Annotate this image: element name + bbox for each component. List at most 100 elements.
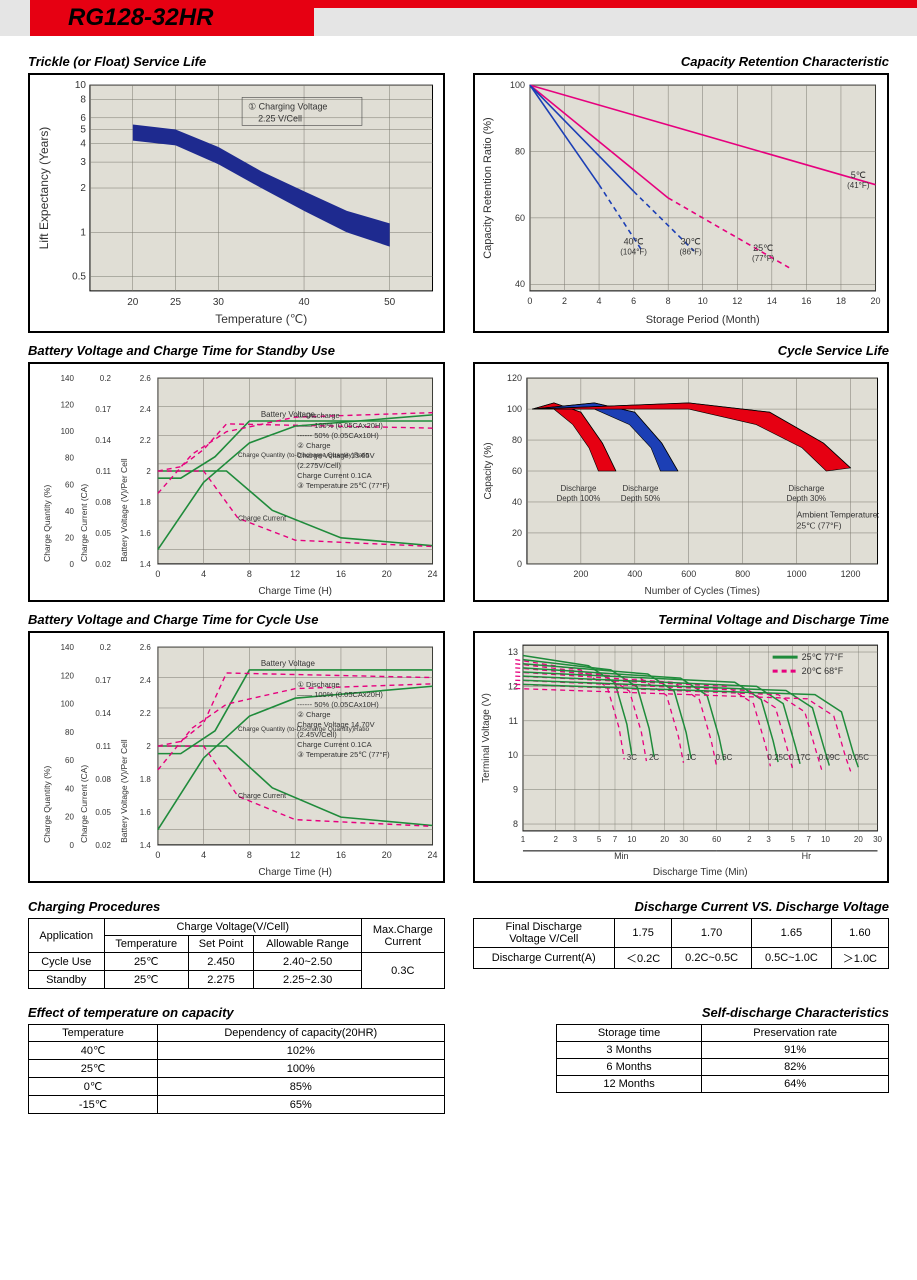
svg-text:20: 20 (511, 528, 521, 538)
standby-chart: 04812162024020406080100120140Charge Quan… (28, 362, 445, 602)
svg-text:1000: 1000 (786, 569, 806, 579)
svg-text:8: 8 (247, 569, 252, 579)
svg-text:2: 2 (146, 742, 151, 751)
svg-text:Capacity Retention Ratio (%): Capacity Retention Ratio (%) (481, 117, 493, 258)
svg-text:40℃: 40℃ (623, 236, 643, 246)
svg-text:Battery Voltage (V)/Per Cell: Battery Voltage (V)/Per Cell (119, 458, 129, 562)
svg-text:2.25 V/Cell: 2.25 V/Cell (258, 113, 302, 123)
svg-text:0.17C: 0.17C (789, 753, 811, 762)
svg-text:140: 140 (61, 374, 75, 383)
svg-text:5℃: 5℃ (850, 170, 865, 180)
svg-text:6: 6 (80, 113, 86, 124)
svg-text:30: 30 (213, 297, 225, 308)
terminal-title: Terminal Voltage and Discharge Time (473, 612, 890, 627)
svg-text:Temperature (℃): Temperature (℃) (215, 312, 307, 326)
svg-text:20: 20 (127, 297, 139, 308)
svg-text:Depth 50%: Depth 50% (620, 494, 660, 503)
svg-text:7: 7 (612, 835, 617, 844)
svg-text:Charge Time (H): Charge Time (H) (258, 586, 332, 597)
product-code: RG128-32HR (54, 0, 314, 36)
svg-text:4: 4 (201, 569, 206, 579)
svg-text:50: 50 (384, 297, 396, 308)
svg-text:100: 100 (61, 427, 75, 436)
svg-text:3: 3 (766, 835, 771, 844)
svg-text:① Discharge: ① Discharge (297, 680, 339, 689)
svg-text:1.6: 1.6 (140, 808, 152, 817)
cycleuse-title: Battery Voltage and Charge Time for Cycl… (28, 612, 445, 627)
svg-text:0.5: 0.5 (72, 272, 86, 283)
svg-text:5: 5 (80, 124, 86, 135)
svg-text:Charge Current 0.1CA: Charge Current 0.1CA (297, 740, 371, 749)
svg-text:2: 2 (561, 296, 566, 306)
svg-text:60: 60 (514, 213, 524, 223)
svg-text:3: 3 (572, 835, 577, 844)
svg-text:8: 8 (247, 850, 252, 860)
svg-text:0.17: 0.17 (95, 676, 111, 685)
svg-text:(41°F): (41°F) (847, 181, 870, 190)
svg-text:Charge Quantity (%): Charge Quantity (%) (42, 766, 52, 843)
svg-text:30: 30 (679, 835, 688, 844)
svg-text:0: 0 (155, 850, 160, 860)
svg-text:Battery Voltage: Battery Voltage (261, 659, 316, 668)
svg-text:60: 60 (712, 835, 721, 844)
terminal-chart: 891011121312357102030602357102030MinHr25… (473, 631, 890, 883)
svg-text:30: 30 (873, 835, 882, 844)
svg-text:24: 24 (428, 569, 438, 579)
svg-text:13: 13 (507, 647, 517, 657)
svg-text:Number of Cycles (Times): Number of Cycles (Times) (644, 586, 759, 597)
svg-text:Depth 100%: Depth 100% (556, 494, 600, 503)
svg-text:4: 4 (201, 850, 206, 860)
svg-text:2.2: 2.2 (140, 709, 152, 718)
svg-text:0.09C: 0.09C (818, 753, 840, 762)
svg-text:2: 2 (747, 835, 752, 844)
svg-text:1.4: 1.4 (140, 560, 152, 569)
svg-text:Ambient Temperature:: Ambient Temperature: (796, 509, 879, 519)
svg-text:40: 40 (65, 507, 74, 516)
svg-text:12: 12 (290, 569, 300, 579)
svg-text:40: 40 (511, 497, 521, 507)
svg-text:5: 5 (596, 835, 601, 844)
svg-text:0: 0 (69, 841, 74, 850)
svg-text:Min: Min (614, 851, 628, 861)
svg-text:4: 4 (596, 296, 601, 306)
svg-text:0: 0 (69, 560, 74, 569)
svg-text:Discharge: Discharge (622, 484, 659, 493)
svg-text:③ Temperature 25℃ (77°F): ③ Temperature 25℃ (77°F) (297, 481, 390, 490)
svg-text:Lift Expectancy (Years): Lift Expectancy (Years) (37, 127, 51, 250)
charging-table: Application Charge Voltage(V/Cell) Max.C… (28, 918, 445, 989)
svg-text:0.05: 0.05 (95, 529, 111, 538)
svg-text:0.11: 0.11 (96, 742, 112, 751)
svg-text:800: 800 (735, 569, 750, 579)
svg-text:0.02: 0.02 (95, 560, 111, 569)
svg-text:1.8: 1.8 (140, 775, 152, 784)
svg-text:60: 60 (65, 480, 74, 489)
svg-text:① Discharge: ① Discharge (297, 411, 339, 420)
svg-text:2.6: 2.6 (140, 643, 152, 652)
svg-text:0.08: 0.08 (95, 498, 111, 507)
selfdis-table: Storage timePreservation rate 3 Months91… (556, 1024, 889, 1093)
svg-text:80: 80 (511, 435, 521, 445)
svg-text:2: 2 (553, 835, 558, 844)
svg-text:------ 50% (0.05CAx10H): ------ 50% (0.05CAx10H) (297, 700, 379, 709)
charging-title: Charging Procedures (28, 899, 445, 914)
svg-text:8: 8 (665, 296, 670, 306)
svg-text:40: 40 (514, 279, 524, 289)
svg-text:9: 9 (512, 785, 517, 795)
svg-text:Depth 30%: Depth 30% (786, 494, 826, 503)
table-row: Cycle Use 25℃ 2.450 2.40~2.50 0.3C (29, 953, 445, 971)
svg-text:Charge Current: Charge Current (238, 793, 286, 800)
svg-text:60: 60 (65, 756, 74, 765)
svg-text:25: 25 (170, 297, 182, 308)
svg-text:3C: 3C (626, 753, 636, 762)
svg-text:1.6: 1.6 (140, 529, 152, 538)
svg-text:20: 20 (65, 533, 74, 542)
discharge-table: Final Discharge Voltage V/Cell 1.75 1.70… (473, 918, 890, 969)
svg-text:1: 1 (80, 227, 86, 238)
svg-text:Discharge Time (Min): Discharge Time (Min) (652, 867, 747, 878)
svg-text:10: 10 (697, 296, 707, 306)
svg-text:0.08: 0.08 (95, 775, 111, 784)
svg-text:10: 10 (507, 750, 517, 760)
svg-text:Charge Current: Charge Current (238, 515, 286, 522)
svg-text:20: 20 (382, 569, 392, 579)
svg-text:6: 6 (631, 296, 636, 306)
